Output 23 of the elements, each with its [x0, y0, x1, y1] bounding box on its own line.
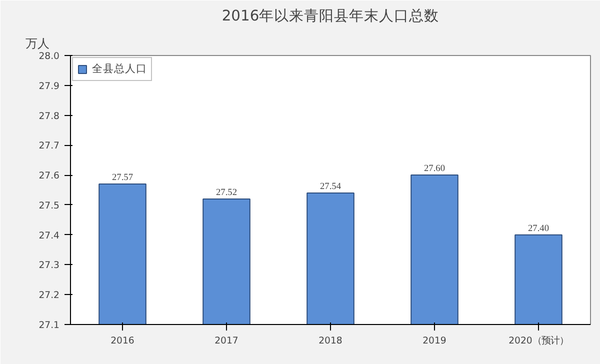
y-tick-label: 27.9 — [38, 80, 60, 92]
text: 27.54 — [320, 182, 342, 192]
x-tick-label: 2020（预计） — [508, 336, 568, 346]
y-tick-label: 28.0 — [38, 51, 60, 62]
chart-title: 2016年以来青阳县年末人口总数 — [222, 8, 440, 24]
y-tick-label: 27.1 — [38, 320, 60, 331]
text: 27.60 — [424, 164, 446, 174]
y-tick-label: 27.5 — [38, 200, 60, 212]
x-tick-label: 2019 — [422, 336, 446, 346]
text: 27.52 — [216, 188, 238, 198]
y-tick-label: 27.3 — [38, 260, 60, 272]
y-tick-label: 27.4 — [38, 230, 60, 242]
y-tick-label: 27.7 — [38, 140, 60, 152]
text: 27.57 — [112, 173, 134, 184]
y-tick-label: 27.8 — [38, 110, 60, 122]
x-tick-label: 2017 — [214, 336, 238, 346]
y-axis-title: 万人 — [26, 36, 50, 50]
text: 27.40 — [528, 224, 550, 234]
y-tick-label: 27.2 — [38, 290, 60, 302]
x-tick-label: 2016 — [110, 336, 134, 346]
x-tick-label: 2018 — [318, 336, 342, 346]
legend-label: 全县总人口 — [92, 62, 147, 76]
y-tick-label: 27.6 — [38, 170, 60, 182]
